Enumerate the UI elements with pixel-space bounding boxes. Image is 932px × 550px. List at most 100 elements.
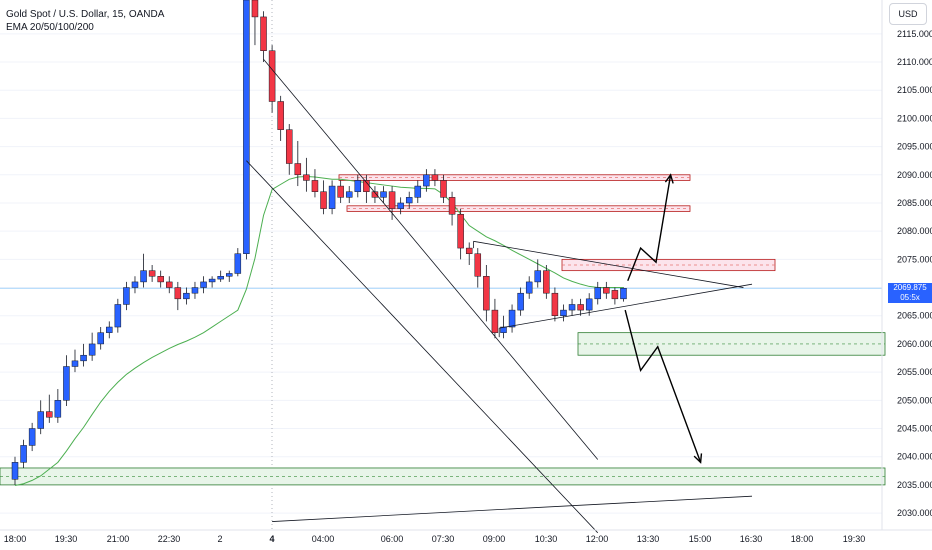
- candle-body: [560, 309, 567, 316]
- x-tick-label: 04:00: [312, 534, 335, 544]
- candle-body: [88, 343, 96, 356]
- y-tick-label: 2040.000: [897, 452, 932, 462]
- trend-drawings[interactable]: [246, 58, 753, 534]
- candle-body: [491, 309, 499, 333]
- candle-body: [131, 281, 139, 288]
- candle-body: [585, 298, 593, 311]
- candle-body: [397, 202, 404, 209]
- y-tick-label: 2105.000: [897, 85, 932, 95]
- candle-body: [337, 185, 344, 198]
- y-tick-label: 2080.000: [897, 226, 932, 236]
- long-support-line: [272, 495, 753, 522]
- y-tick-label: 2030.000: [897, 508, 932, 518]
- candle-body: [80, 354, 87, 362]
- candle-body: [534, 270, 542, 283]
- candle-body: [54, 400, 62, 418]
- candle-body: [191, 287, 199, 294]
- ema20-line: [14, 175, 624, 486]
- chart-legend: Gold Spot / U.S. Dollar, 15, OANDA EMA 2…: [6, 8, 164, 34]
- candlestick-series: [11, 0, 627, 485]
- x-tick-label: 19:30: [843, 534, 866, 544]
- y-tick-label: 2065.000: [897, 311, 932, 321]
- candle-body: [97, 332, 104, 345]
- y-tick-labels: 2115.000 2110.000 2105.000 2100.000 2095.000…: [897, 29, 932, 518]
- candle-body: [405, 197, 413, 204]
- y-tick-label: 2075.000: [897, 254, 932, 264]
- candle-body: [345, 191, 353, 198]
- candle-body: [123, 287, 130, 305]
- bearish-scenario-arrow-head: [693, 453, 703, 464]
- y-tick-label: 2050.000: [897, 395, 932, 405]
- candle-body: [166, 281, 173, 288]
- candle-body: [234, 253, 242, 274]
- candle-body: [517, 292, 524, 311]
- x-tick-label: 18:00: [4, 534, 27, 544]
- x-tick-labels: 18:00 19:30 21:00 22:30 2 4 04:00 06:00 07:30 09:…: [4, 534, 866, 544]
- candle-body: [551, 292, 559, 316]
- x-tick-label: 10:30: [535, 534, 558, 544]
- candle-body: [157, 276, 164, 283]
- candle-body: [431, 174, 439, 181]
- candle-body: [28, 428, 36, 446]
- candle-body: [183, 292, 190, 300]
- candle-body: [208, 278, 216, 283]
- x-tick-label: 4: [269, 534, 274, 544]
- x-tick-label: 18:00: [791, 534, 814, 544]
- x-tick-label: 19:30: [55, 534, 78, 544]
- candle-body: [465, 247, 473, 254]
- y-tick-label: 2060.000: [897, 339, 932, 349]
- price-axis[interactable]: [0, 0, 932, 531]
- y-tick-label: 2090.000: [897, 170, 932, 180]
- candle-body: [11, 462, 19, 480]
- candle-body: [268, 50, 276, 102]
- lower-channel-line: [246, 160, 599, 534]
- x-tick-label: 09:00: [483, 534, 506, 544]
- currency-button[interactable]: USD: [889, 3, 927, 25]
- ema-lines: [14, 175, 624, 486]
- candle-body: [371, 191, 379, 198]
- candle-body: [440, 180, 447, 198]
- x-tick-label: 07:30: [432, 534, 455, 544]
- bearish-scenario-arrow: [624, 309, 702, 463]
- candle-body: [303, 174, 310, 181]
- x-tick-label: 16:30: [740, 534, 763, 544]
- candle-body: [603, 287, 610, 294]
- x-tick-label: 12:00: [586, 534, 609, 544]
- last-price-label: 2069.875 05:5x: [888, 283, 932, 303]
- x-tick-label: 2: [217, 534, 222, 544]
- indicator-label[interactable]: EMA 20/50/100/200: [6, 22, 94, 33]
- candle-body: [114, 304, 122, 328]
- candle-body: [71, 360, 79, 367]
- candle-body: [174, 287, 182, 300]
- candle-body: [20, 445, 27, 463]
- symbol-title[interactable]: Gold Spot / U.S. Dollar, 15, OANDA: [6, 9, 165, 20]
- y-tick-label: 2110.000: [897, 57, 932, 67]
- candle-body: [37, 411, 44, 429]
- candle-body: [106, 326, 113, 333]
- candle-body: [200, 281, 207, 288]
- candle-body: [294, 163, 302, 176]
- candle-body: [354, 180, 362, 192]
- candle-body: [328, 185, 336, 209]
- candle-body: [243, 0, 250, 254]
- price-zones[interactable]: [0, 174, 886, 486]
- candle-body: [448, 197, 456, 215]
- candle-body: [543, 270, 550, 294]
- triangle-lower-line: [499, 283, 753, 329]
- candle-body: [474, 253, 482, 277]
- candle-body: [568, 304, 576, 311]
- candle-body: [525, 281, 533, 294]
- last-price-value: 2069.875: [893, 283, 927, 292]
- x-tick-label: 06:00: [381, 534, 404, 544]
- upper-channel-line: [263, 58, 599, 460]
- x-tick-label: 21:00: [107, 534, 130, 544]
- candle-body: [148, 270, 156, 277]
- candle-body: [285, 129, 293, 164]
- bullish-scenario-arrow: [627, 174, 672, 282]
- candle-body: [414, 185, 422, 198]
- y-tick-label: 2085.000: [897, 198, 932, 208]
- candle-body: [46, 411, 53, 418]
- x-tick-label: 22:30: [158, 534, 181, 544]
- candle-body: [457, 214, 464, 249]
